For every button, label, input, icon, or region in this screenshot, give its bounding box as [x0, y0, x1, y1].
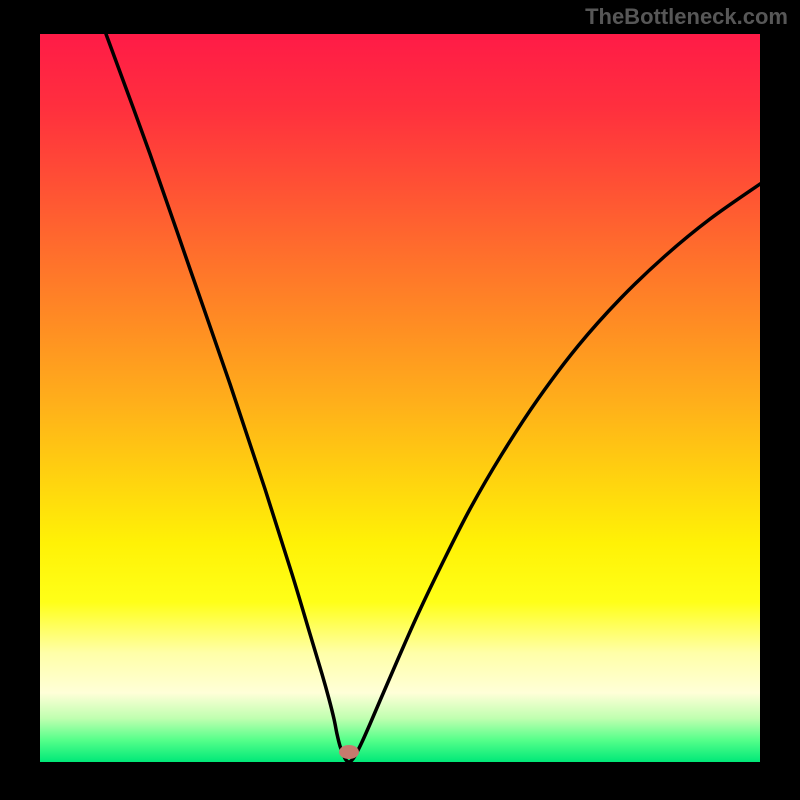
minimum-marker — [339, 745, 359, 759]
plot-area — [40, 34, 760, 762]
curve-line — [40, 34, 760, 762]
watermark-text: TheBottleneck.com — [585, 4, 788, 30]
chart-container: TheBottleneck.com — [0, 0, 800, 800]
